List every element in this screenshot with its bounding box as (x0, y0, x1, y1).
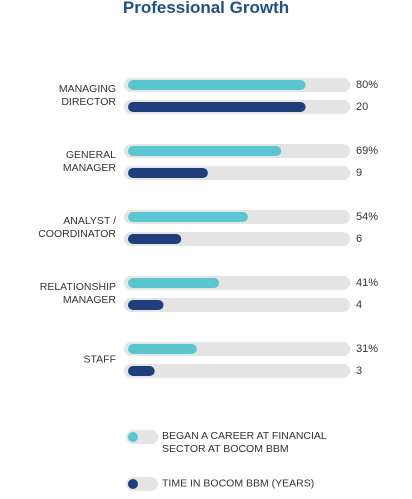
category-label: MANAGING DIRECTOR (58, 83, 116, 108)
bar (128, 344, 197, 354)
bar (128, 80, 306, 90)
bar (128, 366, 155, 376)
bar (128, 212, 248, 222)
legend-label: TIME IN BOCOM BBM (YEARS) (162, 477, 315, 490)
bar (128, 146, 282, 156)
category-label: RELATIONSHIP MANAGER (39, 281, 116, 306)
bar (128, 300, 164, 310)
value-label: 3 (356, 365, 362, 377)
bar (128, 234, 182, 244)
legend-label: BEGAN A CAREER AT FINANCIAL SECTOR AT BO… (162, 430, 327, 455)
value-label: 41% (356, 277, 378, 289)
bar (128, 168, 208, 178)
value-label: 20 (356, 101, 368, 113)
category-label: ANALYST / COORDINATOR (38, 215, 116, 240)
value-label: 6 (356, 233, 362, 245)
bar-track (124, 298, 350, 312)
value-label: 4 (356, 299, 362, 311)
value-label: 9 (356, 167, 362, 179)
category-label: STAFF (83, 353, 116, 366)
value-label: 69% (356, 145, 378, 157)
chart-title: Professional Growth (122, 0, 290, 17)
bar (128, 102, 306, 112)
value-label: 80% (356, 79, 378, 91)
category-label: GENERAL MANAGER (62, 149, 116, 174)
legend-swatch (128, 479, 138, 489)
value-label: 31% (356, 343, 378, 355)
legend-swatch (128, 432, 138, 442)
bar-track (124, 364, 350, 378)
bar (128, 278, 220, 288)
bar-track (124, 232, 350, 246)
value-label: 54% (356, 211, 378, 223)
